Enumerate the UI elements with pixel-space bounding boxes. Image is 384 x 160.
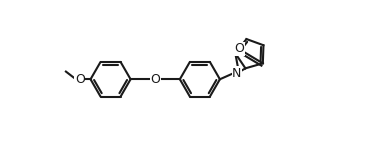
Text: O: O xyxy=(150,73,160,86)
Text: O: O xyxy=(234,42,244,55)
Text: O: O xyxy=(75,73,85,86)
Text: N: N xyxy=(232,67,242,80)
